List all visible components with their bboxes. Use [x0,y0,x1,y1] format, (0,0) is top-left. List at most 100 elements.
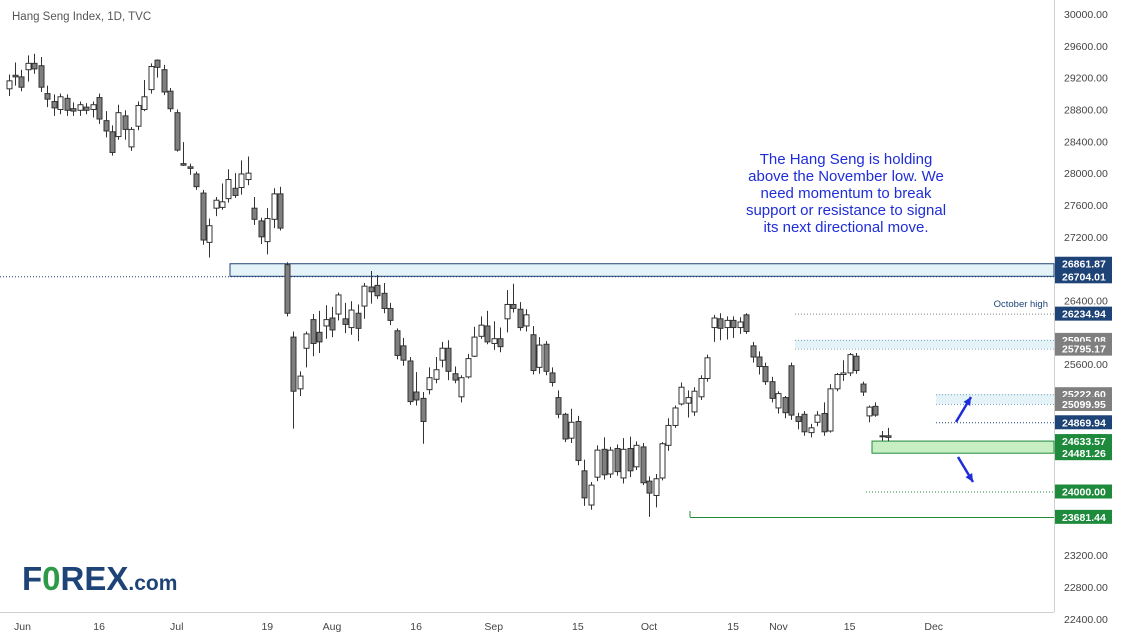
candle-body [297,375,304,390]
x-tick-label: Nov [769,621,788,633]
price-level-tag-label: 25099.95 [1062,399,1106,411]
candle-body [284,264,291,314]
candle-body [685,397,692,404]
price-level-tag-label: 24000.00 [1062,487,1106,499]
candle-body [549,372,556,383]
analysis-note: The Hang Seng is holding above the Novem… [706,151,986,236]
candle-body [83,106,90,111]
candle-body [394,330,401,356]
candle-body [413,391,420,401]
analysis-note-line: The Hang Seng is holding [759,151,933,168]
candle-body [381,292,388,309]
candle-body [64,97,71,111]
price-level-tag [1055,306,1112,321]
x-tick-label: 15 [844,621,856,633]
candle-body [795,416,802,422]
candle-body [646,480,653,494]
candle-body [57,96,64,111]
candle-body [290,336,297,392]
analysis-note-line: need momentum to break [760,185,932,202]
candle-body [866,406,873,417]
candle-body [860,383,867,393]
candle-body [400,345,407,361]
y-tick-label: 26400.00 [1064,296,1108,308]
candle-body [601,448,608,476]
candle-body [141,96,148,111]
candle-body [38,65,45,88]
candle-body [633,444,640,468]
candle-body [407,360,414,403]
candle-body [750,345,757,358]
candle-body [277,193,284,229]
x-tick-label: 15 [727,621,739,633]
candle-body [361,285,368,307]
price-level-tag [1055,396,1112,411]
candle-body [109,131,116,153]
y-tick-label: 22800.00 [1064,582,1108,594]
candle-body [536,344,543,368]
price-level-tag-label: 26234.94 [1062,309,1106,321]
candle-body [264,218,271,243]
candle-body [271,193,278,220]
candle-body [31,62,38,70]
candle-body [510,303,517,309]
y-tick-label: 30000.00 [1064,9,1108,21]
y-tick-label: 28800.00 [1064,105,1108,117]
candle-body [115,112,122,138]
candle-body [581,470,588,499]
candle-body [555,397,562,415]
candle-body [161,69,168,93]
candle-body [827,388,834,432]
candle-body [775,393,782,409]
candle-body [426,377,433,391]
analysis-note-line: above the November low. We [748,168,944,185]
candle-body [6,80,13,90]
price-level-tag [1055,341,1112,356]
candle-body [814,414,821,423]
y-tick-label: 28000.00 [1064,168,1108,180]
candle-body [251,207,258,220]
candle-body [154,59,161,68]
candle-body [452,373,459,381]
x-tick-label: Dec [924,621,943,633]
candles [6,53,892,517]
candle-body [607,449,614,475]
candle-body [445,347,452,372]
candle-body [342,318,349,325]
candle-body [174,112,181,151]
y-tick-label: 23200.00 [1064,550,1108,562]
candle-body [219,201,226,208]
price-level-tag [1055,446,1112,461]
y-tick-label: 22400.00 [1064,614,1108,626]
candle-body [640,446,647,484]
x-tick-label: Aug [323,621,342,633]
candle-body [458,377,465,398]
candle-body [374,284,381,297]
candle-body [206,225,213,243]
candle-body [568,421,575,439]
candle-body [439,347,446,361]
candle-body [491,338,498,344]
candle-body [575,420,582,461]
candle-body [588,484,595,506]
candle-body [504,303,511,320]
support-zone [871,440,1055,454]
candle-body [614,448,621,473]
candle-body [96,97,103,120]
candle-body [672,407,679,426]
candle-body [730,319,737,329]
candle-body [323,319,330,327]
candle-body [704,357,711,379]
candle-body [497,338,504,348]
x-tick-label: Sep [484,621,503,633]
candle-body [135,105,142,127]
candle-body [303,333,310,349]
candle-body [653,478,660,496]
price-level-tag-label: 24869.94 [1062,417,1106,429]
x-tick-label: 15 [572,621,584,633]
candle-body [433,369,440,380]
candle-body [348,309,355,329]
candle-body [762,366,769,383]
candle-body [90,104,97,110]
